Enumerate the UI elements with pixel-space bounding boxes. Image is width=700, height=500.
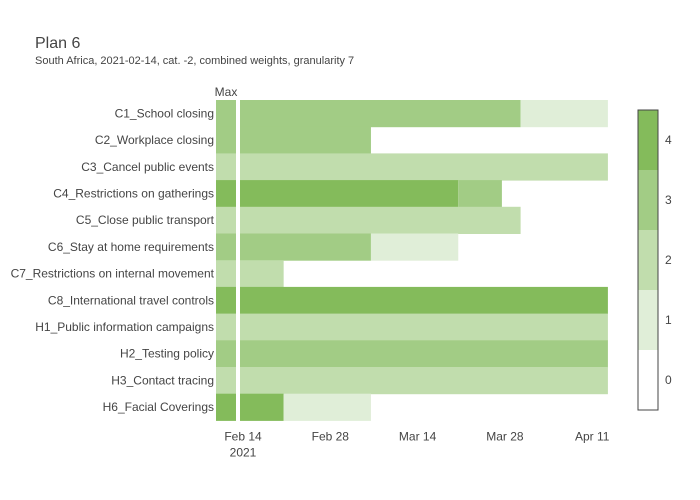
y-axis-labels: C1_School closing C2_Workplace closing C3_… xyxy=(11,106,215,414)
colorbar-outline xyxy=(637,109,659,411)
heatmap-cell xyxy=(240,126,371,154)
max-cell xyxy=(216,100,236,128)
colorbar-bin xyxy=(638,230,658,290)
y-axis-label: C5_Close public transport xyxy=(76,213,215,227)
y-axis-label: C2_Workplace closing xyxy=(95,133,214,147)
max-cell xyxy=(216,260,236,288)
x-tick-sublabel: 2021 xyxy=(230,445,257,459)
heatmap-cells xyxy=(240,100,608,421)
colorbar-tick-label: 4 xyxy=(665,133,672,147)
x-tick-label: Mar 14 xyxy=(399,429,437,443)
heatmap-cell xyxy=(240,206,521,234)
heatmap-cell xyxy=(240,233,371,261)
max-cell xyxy=(216,340,236,368)
max-cell xyxy=(216,393,236,421)
max-cell xyxy=(216,206,236,234)
heatmap-cell xyxy=(240,367,608,395)
heatmap-cell xyxy=(240,260,284,288)
chart-title: Plan 6 xyxy=(35,35,81,52)
x-tick-label: Feb 14 xyxy=(224,429,262,443)
y-axis-label: C7_Restrictions on internal movement xyxy=(11,267,215,281)
heatmap-cell xyxy=(240,100,521,128)
colorbar-bin xyxy=(638,170,658,230)
heatmap-cell xyxy=(240,393,284,421)
max-cell xyxy=(216,233,236,261)
x-tick-label: Apr 11 xyxy=(575,429,610,443)
colorbar: 0 1 2 3 4 xyxy=(637,109,672,411)
heatmap-cell xyxy=(240,313,608,341)
max-cell xyxy=(216,126,236,154)
max-cell xyxy=(216,286,236,315)
y-axis-label: C6_Stay at home requirements xyxy=(48,240,214,254)
heatmap-cell xyxy=(520,100,608,128)
max-cell xyxy=(216,313,236,341)
x-axis-ticks: Feb 14 2021 Feb 28 Mar 14 Mar 28 Apr 11 xyxy=(224,429,609,459)
colorbar-bin xyxy=(638,110,658,170)
max-column xyxy=(216,100,240,422)
y-axis-label: H1_Public information campaigns xyxy=(35,320,214,334)
colorbar-tick-label: 0 xyxy=(665,373,672,387)
colorbar-tick-label: 2 xyxy=(665,253,672,267)
x-tick-label: Feb 28 xyxy=(312,429,350,443)
max-cell xyxy=(216,367,236,395)
heatmap-cell xyxy=(240,340,608,368)
y-axis-label: C3_Cancel public events xyxy=(81,160,214,174)
max-separator xyxy=(236,100,240,422)
heatmap-cell xyxy=(370,233,459,261)
max-cell xyxy=(216,153,236,181)
y-axis-label: C1_School closing xyxy=(115,106,214,120)
y-axis-label: H2_Testing policy xyxy=(120,347,214,361)
heatmap-cell xyxy=(240,153,608,181)
heatmap-cell xyxy=(458,180,502,208)
heatmap-cell xyxy=(240,180,459,208)
heatmap-cell xyxy=(283,393,371,421)
y-axis-label: C4_Restrictions on gatherings xyxy=(53,186,214,200)
colorbar-bin xyxy=(638,290,658,350)
y-axis-label: C8_International travel controls xyxy=(48,293,214,307)
x-tick-label: Mar 28 xyxy=(486,429,524,443)
max-column-label: Max xyxy=(215,85,238,99)
chart-subtitle: South Africa, 2021-02-14, cat. -2, combi… xyxy=(35,55,355,67)
max-cell xyxy=(216,180,236,208)
y-axis-label: H6_Facial Coverings xyxy=(103,400,214,414)
heatmap-cell xyxy=(240,286,608,315)
y-axis-label: H3_Contact tracing xyxy=(111,373,214,387)
colorbar-tick-label: 1 xyxy=(665,313,672,327)
colorbar-tick-label: 3 xyxy=(665,193,672,207)
colorbar-bin xyxy=(638,350,658,410)
